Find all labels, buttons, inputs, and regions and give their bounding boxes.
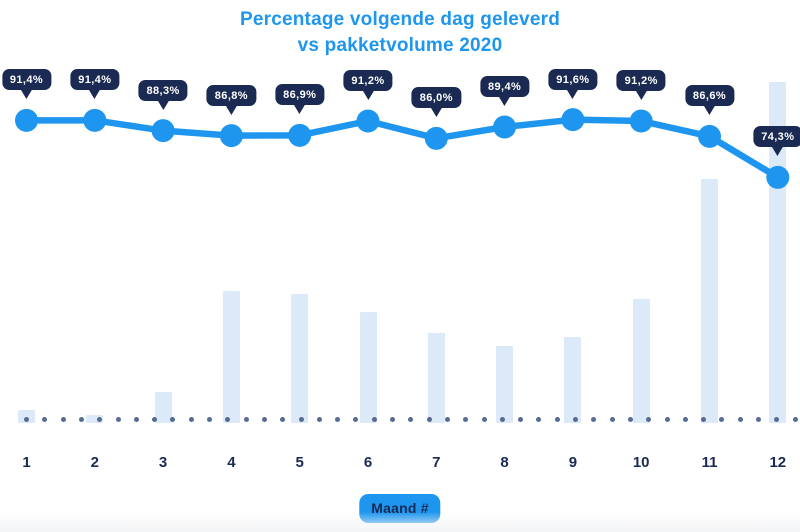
x-tick-label-7: 7 [432,454,441,471]
chart-title-line1: Percentage volgende dag geleverd [239,9,560,30]
x-axis-title-text: Maand # [371,500,429,516]
data-point-month-8 [493,115,517,139]
baseline-dot [24,416,29,422]
baseline-dot [335,416,341,422]
baseline-dot [371,416,377,422]
x-tick-label-4: 4 [227,454,236,471]
volume-bar-month-10 [632,299,650,423]
data-point-month-11 [698,124,721,148]
baseline-dot [298,416,304,422]
x-tick-label-6: 6 [363,454,373,471]
value-bubble-month-9: 91,6% [548,68,598,90]
baseline-dot [280,416,286,422]
volume-bar-month-3 [154,392,172,423]
baseline-dot [78,416,84,422]
x-tick-label-3: 3 [158,454,168,471]
baseline-dot [60,416,66,422]
baseline-dot [207,416,212,422]
baseline-dot [701,416,707,422]
baseline-dot [133,416,139,422]
baseline-dot [390,416,395,422]
x-tick-label-8: 8 [500,454,509,471]
volume-bar-month-7 [427,333,445,423]
baseline-dot [426,416,432,422]
x-tick-label-12: 12 [769,454,787,471]
x-tick-label-2: 2 [90,454,99,471]
data-point-month-10 [629,109,653,133]
data-point-month-7 [424,126,448,150]
x-tick-label-10: 10 [632,454,650,471]
chart-title-line2: vs pakketvolume 2020 [297,35,503,56]
baseline-dot [664,416,670,422]
volume-bar-month-5 [291,294,309,423]
baseline-dot [792,416,798,422]
baseline-dot [554,416,560,422]
volume-bar-month-6 [359,312,377,423]
volume-bar-month-4 [222,291,240,423]
value-bubble-month-3: 88,3% [138,79,188,101]
baseline-dot [261,416,267,422]
volume-bar-month-11 [701,179,718,423]
baseline-dot [536,416,542,422]
data-point-month-2 [83,108,107,132]
volume-bar-month-2 [86,415,104,423]
baseline-dot [243,416,249,422]
value-bubble-month-2: 91,4% [70,69,120,91]
baseline-dot [444,416,450,422]
baseline-dot [609,416,615,422]
baseline-dot [573,416,578,422]
data-point-month-6 [356,109,380,133]
value-bubble-month-8: 89,4% [479,76,530,97]
baseline-dot [170,416,176,422]
value-bubble-month-4: 86,8% [206,84,256,106]
volume-bar-month-8 [496,346,514,423]
x-tick-label-11: 11 [701,454,718,471]
value-bubble-month-5: 86,9% [275,84,325,106]
baseline-dot [188,416,194,422]
value-bubble-month-12: 74,3% [753,126,800,148]
chart-title: Percentage volgende dag geleverd vs pakk… [0,7,800,59]
value-bubble-month-11: 86,6% [684,85,735,107]
x-axis-title-pill: Maand # [359,494,441,523]
baseline-dot [225,416,231,422]
value-bubble-month-7: 86,0% [411,87,461,109]
baseline-dot [97,416,103,422]
data-point-month-1 [15,108,38,132]
value-bubble-month-10: 91,2% [616,70,666,91]
baseline-dot [499,416,505,422]
baseline-dot [115,416,121,422]
baseline-dot [756,416,761,422]
data-point-month-3 [151,119,175,143]
baseline-dot [774,416,780,422]
baseline-dot [152,416,158,422]
value-bubble-month-6: 91,2% [343,70,393,91]
data-point-month-9 [561,108,585,132]
percentage-line-path [23,116,782,181]
baseline-dot [408,416,414,422]
baseline-dot [316,416,322,422]
baseline-dot [646,416,652,422]
baseline-dot [463,416,469,422]
baseline-dot [518,416,524,422]
baseline-dot [719,416,725,422]
baseline-dot [591,416,597,422]
baseline-dot [481,416,487,422]
baseline-dot [353,416,359,422]
baseline-dot [737,416,743,422]
x-tick-label-9: 9 [568,454,578,471]
data-point-month-5 [288,123,312,147]
baseline-dot [42,416,48,422]
baseline-dot [682,416,688,422]
x-tick-label-5: 5 [295,454,304,471]
x-tick-label-1: 1 [22,454,31,471]
data-point-month-4 [219,124,243,148]
value-bubble-month-1: 91,4% [1,69,52,91]
data-point-month-12 [766,165,790,189]
baseline-dot [627,416,633,422]
volume-bar-month-9 [564,337,582,423]
